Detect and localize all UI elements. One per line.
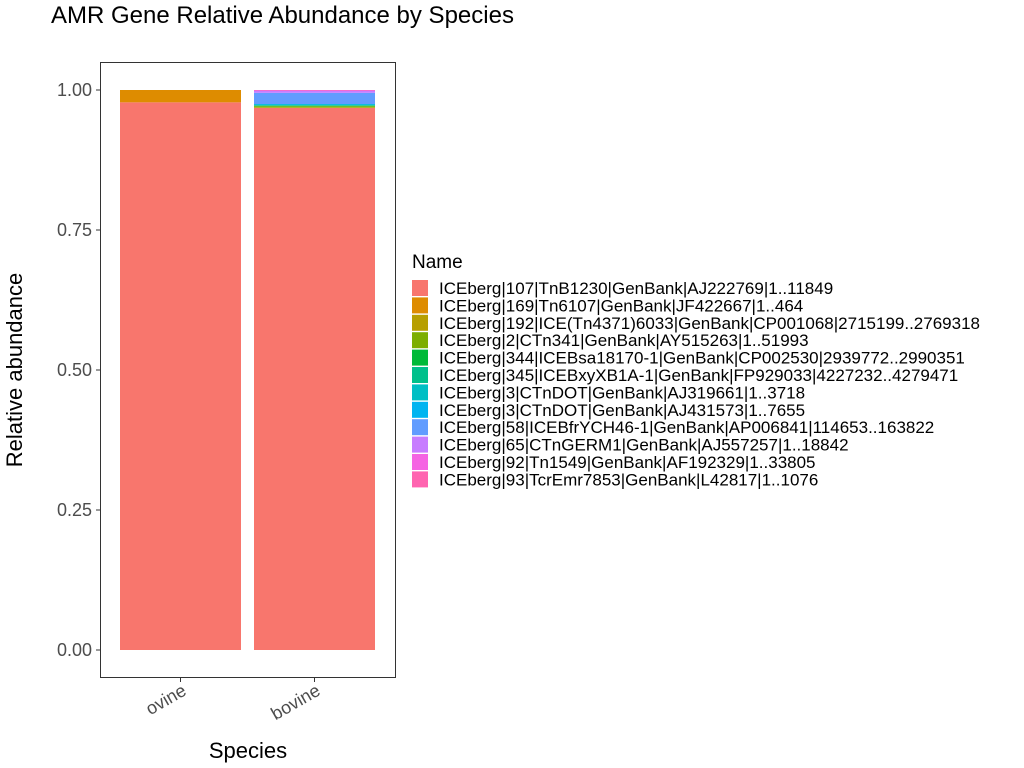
y-tick-label: 0.75: [57, 220, 92, 240]
legend-label: ICEberg|344|ICEBsa18170-1|GenBank|CP0025…: [439, 349, 965, 368]
bar-segment-ovine-0: [120, 102, 241, 650]
legend-label: ICEberg|3|CTnDOT|GenBank|AJ319661|1..371…: [439, 383, 805, 402]
legend-swatch: [412, 314, 428, 331]
bar-segment-bovine-6: [254, 104, 375, 106]
chart-title: AMR Gene Relative Abundance by Species: [51, 2, 514, 29]
legend-swatch: [412, 419, 428, 436]
legend-label: ICEberg|169|Tn6107|GenBank|JF422667|1..4…: [439, 296, 803, 315]
legend-swatch: [412, 401, 428, 418]
legend-swatch: [412, 471, 428, 488]
bar-segment-ovine-1: [120, 90, 241, 103]
bar-layer: [120, 90, 375, 651]
bar-segment-bovine-0: [254, 107, 375, 651]
y-axis-title: Relative abundance: [2, 273, 27, 467]
bar-segment-bovine-3: [254, 106, 375, 108]
legend-swatch: [412, 384, 428, 401]
y-tick-label: 0.50: [57, 360, 92, 380]
x-tick-label: bovine: [268, 680, 324, 724]
y-tick-label: 1.00: [57, 80, 92, 100]
bar-segment-bovine-10: [254, 90, 375, 91]
legend-label: ICEberg|92|Tn1549|GenBank|AF192329|1..33…: [439, 453, 816, 472]
legend-label: ICEberg|58|ICEBfrYCH46-1|GenBank|AP00684…: [439, 418, 934, 437]
legend-label: ICEberg|93|TcrEmr7853|GenBank|L42817|1..…: [439, 470, 818, 489]
legend-swatch: [412, 280, 428, 296]
legend-title: Name: [412, 252, 463, 273]
bar-segment-bovine-2: [254, 107, 375, 108]
legend-label: ICEberg|2|CTn341|GenBank|AY515263|1..519…: [439, 331, 809, 350]
legend-label: ICEberg|345|ICEBxyXB1A-1|GenBank|FP92903…: [439, 366, 958, 385]
bar-segment-bovine-11: [254, 90, 375, 91]
x-tick-label: ovine: [142, 680, 189, 719]
legend-label: ICEberg|65|CTnGERM1|GenBank|AJ557257|1..…: [439, 436, 849, 455]
bar-segment-bovine-4: [254, 105, 375, 107]
legend-swatch: [412, 332, 428, 349]
legend-swatch: [412, 297, 428, 314]
legend: Name ICEberg|107|TnB1230|GenBank|AJ22276…: [412, 252, 980, 489]
x-axis: ovine bovine: [142, 678, 324, 724]
plot-panel-border: [100, 62, 396, 678]
bar-segment-bovine-9: [254, 90, 375, 93]
legend-swatch: [412, 454, 428, 470]
legend-swatch: [412, 367, 428, 383]
bar-segment-bovine-7: [254, 104, 375, 105]
x-axis-title: Species: [209, 738, 287, 763]
legend-swatch: [412, 349, 428, 366]
legend-label: ICEberg|3|CTnDOT|GenBank|AJ431573|1..765…: [439, 401, 805, 420]
legend-swatch: [412, 436, 428, 453]
legend-label: ICEberg|107|TnB1230|GenBank|AJ222769|1..…: [439, 279, 833, 298]
bar-segment-bovine-8: [254, 92, 375, 104]
y-tick-label: 0.25: [57, 500, 92, 520]
legend-label: ICEberg|192|ICE(Tn4371)6033|GenBank|CP00…: [439, 314, 980, 333]
y-axis: 0.00 0.25 0.50 0.75 1.00: [57, 80, 100, 660]
y-tick-label: 0.00: [57, 640, 92, 660]
bar-segment-bovine-5: [254, 105, 375, 106]
